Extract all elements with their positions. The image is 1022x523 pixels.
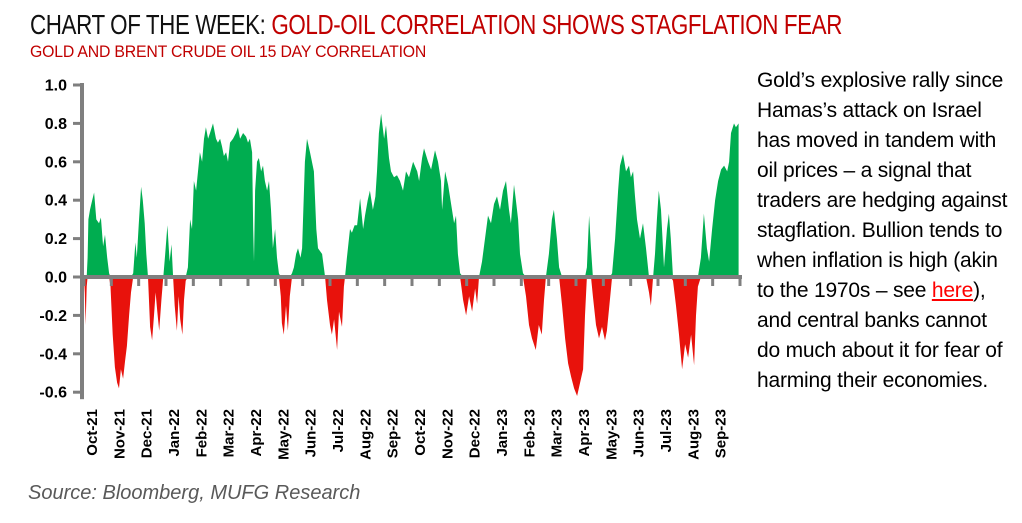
y-axis-label: -0.4 [39, 346, 67, 363]
x-axis-label: Sep-22 [385, 409, 402, 458]
x-axis-tick [273, 279, 277, 286]
x-axis-label: Oct-21 [84, 409, 101, 456]
x-axis-tick [137, 279, 141, 286]
y-axis-tick [73, 275, 80, 279]
chart-subtitle: GOLD AND BRENT CRUDE OIL 15 DAY CORRELAT… [30, 42, 427, 61]
x-axis-tick [519, 279, 523, 286]
x-axis-tick [328, 279, 332, 286]
y-axis-tick [73, 352, 80, 356]
x-axis-tick [301, 279, 305, 286]
x-axis-tick [711, 279, 715, 286]
title-main: GOLD-OIL CORRELATION SHOWS STAGFLATION F… [271, 9, 842, 40]
x-axis-label: Aug-22 [357, 409, 374, 460]
x-axis-label: Oct-22 [412, 409, 429, 456]
negative-correlation-area [84, 277, 739, 396]
x-axis-label: Feb-22 [193, 409, 210, 457]
x-axis-tick [656, 279, 660, 286]
x-axis-tick [246, 279, 250, 286]
x-axis-zero-line [80, 275, 742, 279]
x-axis-tick [383, 279, 387, 286]
y-axis-label: 0.4 [45, 193, 67, 210]
x-axis-tick [82, 279, 86, 286]
x-axis-tick [164, 279, 168, 286]
here-link[interactable]: here [931, 279, 974, 302]
y-axis-tick [73, 313, 80, 317]
x-axis-tick [601, 279, 605, 286]
commentary-before-link: Gold’s explosive rally since Hamas’s att… [757, 69, 1008, 302]
x-axis-label: Mar-22 [221, 409, 238, 457]
x-axis-tick [109, 279, 113, 286]
x-axis-tick [437, 279, 441, 286]
y-axis-label: 0.2 [45, 231, 67, 248]
x-axis-tick [574, 279, 578, 286]
x-axis-label: Apr-23 [576, 409, 593, 457]
x-axis-tick [629, 279, 633, 286]
y-axis-label: 0.8 [45, 116, 67, 133]
y-axis-label: -0.6 [39, 385, 67, 402]
y-axis-label: -0.2 [39, 308, 67, 325]
y-axis-tick [73, 390, 80, 394]
commentary-after-link: ), and central banks cannot do much abou… [757, 279, 1003, 392]
y-axis-label: 0.0 [45, 270, 67, 287]
x-axis-label: May-22 [275, 409, 292, 460]
y-axis-tick [73, 83, 80, 87]
y-axis-tick [73, 237, 80, 241]
x-axis-label: Jan-22 [166, 409, 183, 457]
x-axis-label: Aug-23 [685, 409, 702, 460]
x-axis-tick [191, 279, 195, 286]
x-axis-label: Nov-22 [439, 409, 456, 459]
source-attribution: Source: Bloomberg, MUFG Research [28, 482, 361, 504]
x-axis-tick [355, 279, 359, 286]
x-axis-label: Jul-22 [330, 409, 347, 452]
x-axis-tick [410, 279, 414, 286]
x-axis-label: Sep-23 [713, 409, 730, 458]
x-axis-tick [547, 279, 551, 286]
title-prefix: CHART OF THE WEEK: [30, 9, 272, 40]
positive-correlation-area [84, 113, 739, 277]
x-axis-tick [465, 279, 469, 286]
x-axis-label: Dec-21 [139, 409, 156, 458]
x-axis-label: Mar-23 [549, 409, 566, 457]
correlation-area-chart: 1.0 0.8 0.6 0.4 0.2 0.0 -0.2 -0.4 -0.6 Oct-21 Nov-… [0, 70, 760, 485]
y-axis-spine [80, 83, 84, 400]
x-axis-label: Jan-23 [494, 409, 511, 457]
y-axis-tick [73, 198, 80, 202]
x-axis-label: Apr-22 [248, 409, 265, 457]
x-axis-label: Jun-23 [631, 409, 648, 457]
y-axis-label: 0.6 [45, 154, 67, 171]
x-axis-tick [219, 279, 223, 286]
x-axis-tick [492, 279, 496, 286]
x-axis-label: Nov-21 [111, 409, 128, 459]
y-axis-tick [73, 121, 80, 125]
y-axis-tick [73, 160, 80, 164]
x-axis-label: Feb-23 [521, 409, 538, 457]
chart-canvas: 1.0 0.8 0.6 0.4 0.2 0.0 -0.2 -0.4 -0.6 Oct-21 Nov-… [39, 78, 742, 460]
x-axis-label: May-23 [603, 409, 620, 460]
x-axis-tick [738, 279, 742, 286]
y-axis-label: 1.0 [45, 78, 67, 95]
x-axis-label: Jun-22 [303, 409, 320, 457]
x-axis-label: Dec-22 [467, 409, 484, 458]
page-title: CHART OF THE WEEK: GOLD-OIL CORRELATION … [30, 9, 842, 41]
x-axis-tick [683, 279, 687, 286]
commentary-text: Gold’s explosive rally since Hamas’s att… [757, 66, 1015, 396]
x-axis-label: Jul-23 [658, 409, 675, 452]
